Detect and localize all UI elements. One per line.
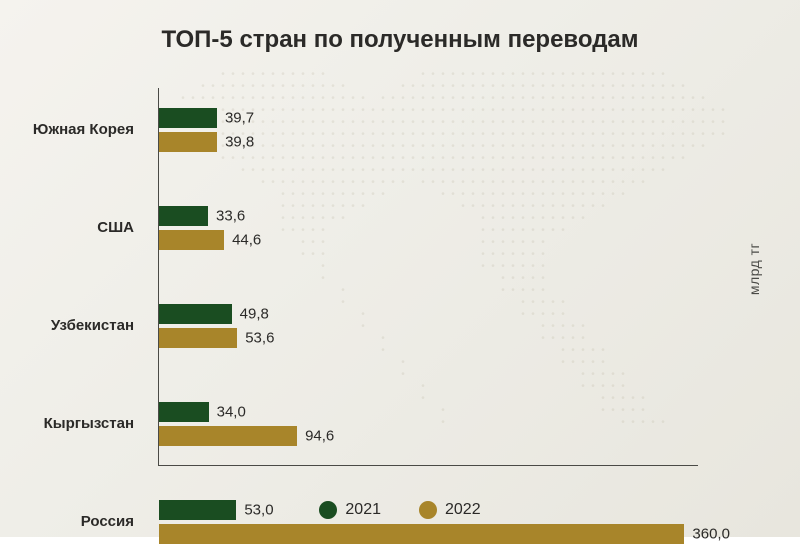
legend-label-2022: 2022 <box>445 501 481 519</box>
legend-label-2021: 2021 <box>345 501 381 519</box>
bar: 33,6 <box>159 206 208 226</box>
y-axis-categories: Южная КореяСШАУзбекистанКыргызстанРоссия <box>0 88 150 466</box>
legend-item-2021: 2021 <box>319 501 381 519</box>
bar: 34,0 <box>159 402 209 422</box>
bar-value-label: 34,0 <box>217 404 246 421</box>
bar: 94,6 <box>159 426 297 446</box>
legend: 2021 2022 <box>0 501 800 519</box>
bar: 44,6 <box>159 230 224 250</box>
bar-value-label: 39,8 <box>225 134 254 151</box>
bar: 360,0 <box>159 524 684 544</box>
y-axis-label: млрд тг <box>746 242 762 294</box>
category-label: Узбекистан <box>0 317 134 334</box>
bar: 39,8 <box>159 132 217 152</box>
bar-value-label: 33,6 <box>216 208 245 225</box>
bar: 49,8 <box>159 304 232 324</box>
category-label: Кыргызстан <box>0 415 134 432</box>
chart-title: ТОП-5 стран по полученным переводам <box>0 26 800 54</box>
bar-value-label: 53,6 <box>245 330 274 347</box>
bar-value-label: 39,7 <box>225 110 254 127</box>
bar-value-label: 44,6 <box>232 232 261 249</box>
bar: 39,7 <box>159 108 217 128</box>
bar-value-label: 94,6 <box>305 428 334 445</box>
bar-value-label: 49,8 <box>240 306 269 323</box>
category-label: Южная Корея <box>0 121 134 138</box>
bar: 53,6 <box>159 328 237 348</box>
legend-swatch-2021 <box>319 501 337 519</box>
legend-item-2022: 2022 <box>419 501 481 519</box>
legend-swatch-2022 <box>419 501 437 519</box>
category-label: США <box>0 219 134 236</box>
chart-plot-area: 39,739,833,644,649,853,634,094,653,0360,… <box>158 88 698 466</box>
bar-value-label: 360,0 <box>692 526 730 543</box>
